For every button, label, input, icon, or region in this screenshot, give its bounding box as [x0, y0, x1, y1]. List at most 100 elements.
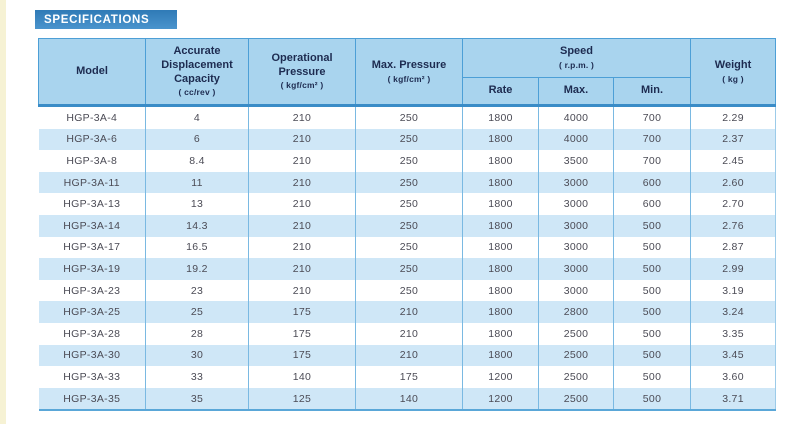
speed-rate-cell: 1800	[462, 128, 539, 151]
max-pressure-cell: 210	[355, 344, 463, 367]
speed-rate-cell: 1200	[462, 366, 539, 388]
speed-unit: ( r.p.m. )	[558, 60, 595, 71]
weight-cell: 3.35	[690, 322, 777, 345]
speed-max-cell: 2500	[538, 366, 614, 388]
weight-cell: 2.37	[690, 128, 777, 151]
speed-max-cell: 3000	[538, 258, 614, 280]
model-cell: HGP-3A-23	[38, 279, 146, 302]
speed-max-cell: 2500	[538, 322, 614, 345]
speed-rate-cell: 1800	[462, 193, 539, 215]
speed-rate-cell: 1800	[462, 236, 539, 259]
operational-pressure-cell: 210	[248, 279, 356, 302]
speed-min-cell: 700	[612, 105, 691, 129]
displacement-capacity-cell: 30	[145, 344, 249, 367]
max-pressure-cell: 210	[355, 322, 463, 345]
table-row: HGP-3A-35 35 125 140 1200 2500 500 3.71	[38, 387, 777, 411]
speed-min-cell: 600	[612, 171, 691, 194]
speed-max-cell: 4000	[538, 128, 614, 151]
speed-max-cell: 2500	[538, 344, 614, 367]
speed-max-cell: 3000	[538, 236, 614, 259]
weight-cell: 3.24	[690, 301, 777, 323]
column-header-model: Model	[38, 38, 146, 107]
column-header-operational-pressure: Operational Pressure ( kgf/cm² )	[248, 38, 356, 107]
model-cell: HGP-3A-4	[38, 105, 146, 129]
speed-min-cell: 500	[612, 236, 691, 259]
weight-cell: 2.76	[690, 214, 777, 237]
displacement-capacity-cell: 4	[145, 105, 249, 129]
max-pressure-cell: 210	[355, 301, 463, 323]
model-cell: HGP-3A-11	[38, 171, 146, 194]
speed-rate-cell: 1800	[462, 301, 539, 323]
speed-min-cell: 500	[612, 366, 691, 388]
speed-max-cell: 2800	[538, 301, 614, 323]
displacement-capacity-cell: 23	[145, 279, 249, 302]
weight-cell: 3.60	[690, 366, 777, 388]
table-row: HGP-3A-23 23 210 250 1800 3000 500 3.19	[38, 279, 777, 302]
speed-rate-cell: 1800	[462, 150, 539, 172]
operational-pressure-cell: 175	[248, 322, 356, 345]
model-cell: HGP-3A-13	[38, 193, 146, 215]
max-pressure-cell: 250	[355, 279, 463, 302]
specifications-banner: SPECIFICATIONS	[35, 10, 177, 29]
column-header-weight: Weight ( kg )	[690, 38, 777, 107]
model-cell: HGP-3A-35	[38, 387, 146, 411]
weight-cell: 2.87	[690, 236, 777, 259]
model-cell: HGP-3A-8	[38, 150, 146, 172]
operational-pressure-cell: 175	[248, 301, 356, 323]
operational-pressure-cell: 210	[248, 214, 356, 237]
weight-cell: 2.45	[690, 150, 777, 172]
column-header-speed-max: Max.	[538, 77, 614, 107]
max-pressure-cell: 250	[355, 258, 463, 280]
speed-min-cell: 500	[612, 387, 691, 411]
operational-pressure-cell: 210	[248, 171, 356, 194]
weight-cell: 2.60	[690, 171, 777, 194]
operational-pressure-cell: 210	[248, 258, 356, 280]
model-cell: HGP-3A-30	[38, 344, 146, 367]
table-row: HGP-3A-19 19.2 210 250 1800 3000 500 2.99	[38, 258, 777, 280]
displacement-capacity-cell: 19.2	[145, 258, 249, 280]
max-pressure-cell: 250	[355, 171, 463, 194]
max-pressure-cell: 250	[355, 105, 463, 129]
column-header-max-pressure: Max. Pressure ( kgf/cm² )	[355, 38, 463, 107]
speed-rate-cell: 1800	[462, 171, 539, 194]
operational-pressure-cell: 140	[248, 366, 356, 388]
model-cell: HGP-3A-25	[38, 301, 146, 323]
operational-pressure-cell: 210	[248, 105, 356, 129]
speed-max-cell: 3500	[538, 150, 614, 172]
spec-table-body: HGP-3A-4 4 210 250 1800 4000 700 2.29 HGP-3A-6 6 2…	[38, 105, 777, 411]
section-title: SPECIFICATIONS	[44, 13, 150, 26]
table-row: HGP-3A-25 25 175 210 1800 2800 500 3.24	[38, 301, 777, 323]
model-cell: HGP-3A-6	[38, 128, 146, 151]
weight-unit: ( kg )	[722, 73, 744, 84]
model-cell: HGP-3A-33	[38, 366, 146, 388]
operational-pressure-cell: 210	[248, 193, 356, 215]
table-row: HGP-3A-14 14.3 210 250 1800 3000 500 2.76	[38, 214, 777, 237]
displacement-capacity-cell: 13	[145, 193, 249, 215]
displacement-capacity-cell: 16.5	[145, 236, 249, 259]
speed-rate-cell: 1800	[462, 258, 539, 280]
speed-max-cell: 3000	[538, 214, 614, 237]
speed-rate-cell: 1800	[462, 105, 539, 129]
speed-rate-cell: 1800	[462, 214, 539, 237]
table-row: HGP-3A-11 11 210 250 1800 3000 600 2.60	[38, 171, 777, 194]
table-row: HGP-3A-4 4 210 250 1800 4000 700 2.29	[38, 105, 777, 129]
table-row: HGP-3A-13 13 210 250 1800 3000 600 2.70	[38, 193, 777, 215]
operational-pressure-cell: 210	[248, 236, 356, 259]
max-pressure-unit: ( kgf/cm² )	[387, 73, 431, 84]
operational-pressure-cell: 125	[248, 387, 356, 411]
weight-cell: 3.71	[690, 387, 777, 411]
weight-cell: 2.99	[690, 258, 777, 280]
weight-cell: 3.19	[690, 279, 777, 302]
operational-pressure-unit: ( kgf/cm² )	[280, 80, 324, 91]
speed-max-cell: 4000	[538, 105, 614, 129]
speed-max-cell: 3000	[538, 279, 614, 302]
table-row: HGP-3A-30 30 175 210 1800 2500 500 3.45	[38, 344, 777, 367]
model-cell: HGP-3A-28	[38, 322, 146, 345]
specifications-table: Model Accurate Displacement Capacity ( c…	[38, 38, 777, 412]
table-row: HGP-3A-8 8.4 210 250 1800 3500 700 2.45	[38, 150, 777, 172]
column-header-speed: Speed ( r.p.m. )	[461, 38, 692, 78]
speed-min-cell: 500	[612, 258, 691, 280]
model-cell: HGP-3A-17	[38, 236, 146, 259]
table-row: HGP-3A-28 28 175 210 1800 2500 500 3.35	[38, 322, 777, 345]
column-header-displacement-capacity: Accurate Displacement Capacity ( cc/rev …	[145, 38, 249, 107]
